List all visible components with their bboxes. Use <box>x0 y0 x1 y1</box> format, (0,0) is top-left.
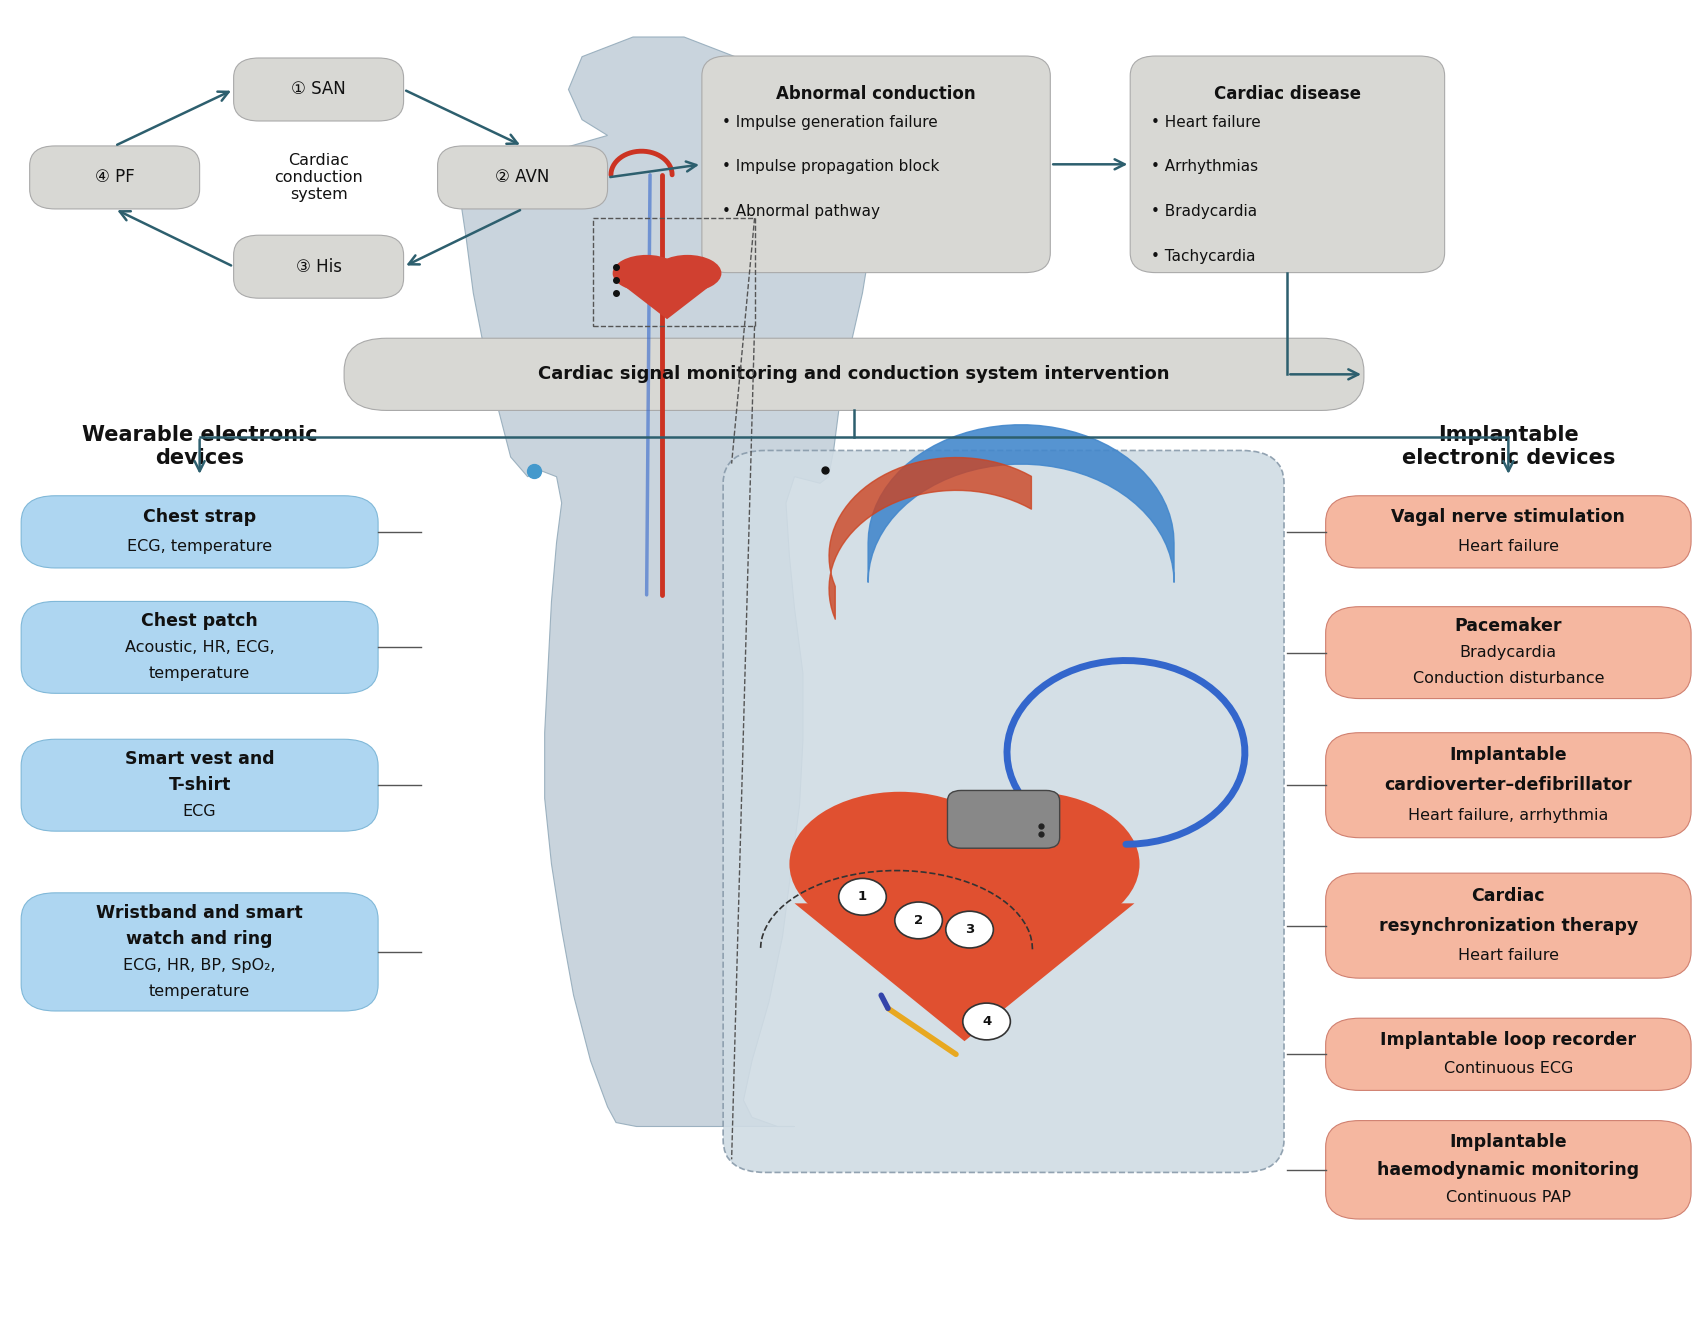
Text: ① SAN: ① SAN <box>292 81 347 99</box>
Text: temperature: temperature <box>149 666 251 682</box>
FancyBboxPatch shape <box>20 893 377 1011</box>
Text: • Tachycardia: • Tachycardia <box>1151 248 1255 264</box>
Text: T-shirt: T-shirt <box>169 777 230 794</box>
Text: ECG, HR, BP, SpO₂,: ECG, HR, BP, SpO₂, <box>123 958 277 972</box>
FancyBboxPatch shape <box>722 450 1284 1173</box>
Text: Wristband and smart: Wristband and smart <box>96 904 302 922</box>
FancyBboxPatch shape <box>29 145 200 209</box>
Text: ② AVN: ② AVN <box>495 169 550 186</box>
Text: • Impulse propagation block: • Impulse propagation block <box>722 160 939 174</box>
FancyBboxPatch shape <box>343 338 1364 411</box>
Text: Heart failure: Heart failure <box>1458 948 1558 963</box>
Text: Cardiac signal monitoring and conduction system intervention: Cardiac signal monitoring and conduction… <box>538 366 1169 383</box>
FancyBboxPatch shape <box>1325 495 1690 568</box>
FancyBboxPatch shape <box>437 145 608 209</box>
Text: Chest patch: Chest patch <box>142 612 258 630</box>
Polygon shape <box>459 37 871 1127</box>
Ellipse shape <box>654 255 720 292</box>
Polygon shape <box>794 904 1133 1041</box>
Text: Wearable electronic
devices: Wearable electronic devices <box>82 425 318 468</box>
Text: ECG, temperature: ECG, temperature <box>126 539 271 553</box>
Text: Implantable loop recorder: Implantable loop recorder <box>1379 1030 1635 1049</box>
FancyBboxPatch shape <box>20 495 377 568</box>
Text: Implantable: Implantable <box>1449 746 1567 765</box>
Circle shape <box>963 1003 1011 1040</box>
Text: Conduction disturbance: Conduction disturbance <box>1412 671 1603 687</box>
Text: Acoustic, HR, ECG,: Acoustic, HR, ECG, <box>125 639 275 655</box>
Polygon shape <box>616 280 717 320</box>
Text: 3: 3 <box>964 923 973 937</box>
Circle shape <box>894 902 942 939</box>
Text: watch and ring: watch and ring <box>126 930 273 947</box>
Text: • Impulse generation failure: • Impulse generation failure <box>722 115 937 129</box>
Text: temperature: temperature <box>149 984 251 999</box>
Text: Vagal nerve stimulation: Vagal nerve stimulation <box>1391 509 1625 527</box>
FancyBboxPatch shape <box>947 790 1058 848</box>
Text: Cardiac disease: Cardiac disease <box>1214 85 1360 103</box>
FancyBboxPatch shape <box>1325 606 1690 699</box>
Text: • Arrhythmias: • Arrhythmias <box>1151 160 1256 174</box>
Text: Bradycardia: Bradycardia <box>1459 645 1557 660</box>
Text: Abnormal conduction: Abnormal conduction <box>775 85 975 103</box>
FancyBboxPatch shape <box>1130 55 1444 272</box>
FancyBboxPatch shape <box>234 235 403 299</box>
Circle shape <box>838 878 886 915</box>
Text: Implantable
electronic devices: Implantable electronic devices <box>1401 425 1615 468</box>
Text: Chest strap: Chest strap <box>143 509 256 527</box>
Ellipse shape <box>918 791 1139 937</box>
FancyBboxPatch shape <box>1325 1120 1690 1219</box>
FancyBboxPatch shape <box>20 740 377 831</box>
Text: Cardiac
conduction
system: Cardiac conduction system <box>275 152 364 202</box>
Text: Pacemaker: Pacemaker <box>1454 617 1562 635</box>
Text: 1: 1 <box>857 890 867 904</box>
FancyBboxPatch shape <box>702 55 1050 272</box>
Text: 2: 2 <box>913 914 922 927</box>
Text: Smart vest and: Smart vest and <box>125 750 275 768</box>
Text: Continuous PAP: Continuous PAP <box>1446 1190 1570 1206</box>
FancyBboxPatch shape <box>20 601 377 694</box>
Text: Implantable: Implantable <box>1449 1132 1567 1151</box>
FancyBboxPatch shape <box>1325 1018 1690 1090</box>
Text: • Bradycardia: • Bradycardia <box>1151 203 1256 219</box>
FancyBboxPatch shape <box>1325 873 1690 978</box>
FancyBboxPatch shape <box>234 58 403 122</box>
Text: • Heart failure: • Heart failure <box>1151 115 1260 129</box>
Text: 4: 4 <box>982 1015 990 1028</box>
Text: resynchronization therapy: resynchronization therapy <box>1378 917 1637 935</box>
Text: ECG: ECG <box>183 804 217 819</box>
Text: cardioverter–defibrillator: cardioverter–defibrillator <box>1384 777 1632 794</box>
Text: ③ His: ③ His <box>295 258 341 276</box>
Text: Cardiac: Cardiac <box>1471 886 1545 905</box>
Text: Continuous ECG: Continuous ECG <box>1442 1061 1572 1077</box>
Text: Heart failure, arrhythmia: Heart failure, arrhythmia <box>1407 807 1608 823</box>
Text: haemodynamic monitoring: haemodynamic monitoring <box>1376 1161 1639 1178</box>
Ellipse shape <box>613 255 679 292</box>
Ellipse shape <box>789 791 1011 937</box>
FancyBboxPatch shape <box>1325 733 1690 838</box>
Circle shape <box>946 911 993 948</box>
Text: ④ PF: ④ PF <box>94 169 135 186</box>
Text: • Abnormal pathway: • Abnormal pathway <box>722 203 879 219</box>
Text: Heart failure: Heart failure <box>1458 539 1558 553</box>
